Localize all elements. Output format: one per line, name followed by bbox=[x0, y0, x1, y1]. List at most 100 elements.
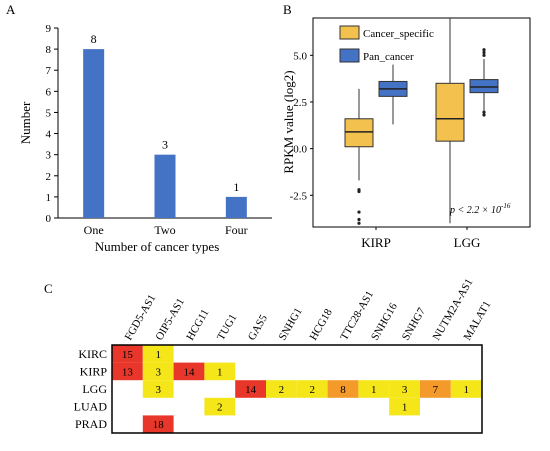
box-y-tick-label: 5.0 bbox=[293, 50, 307, 62]
heatmap-cell bbox=[142, 345, 174, 363]
box bbox=[344, 118, 374, 148]
bar-y-axis-label: Number bbox=[18, 101, 33, 144]
heatmap-column-label: TUG1 bbox=[215, 312, 239, 342]
panel-label-c: C bbox=[44, 281, 53, 296]
heatmap-column-label: SNHG1 bbox=[277, 306, 305, 343]
bar bbox=[225, 196, 247, 218]
box-outlier bbox=[357, 189, 361, 194]
heatmap-column-label: HCG18 bbox=[307, 306, 335, 342]
heatmap-cell bbox=[142, 362, 174, 381]
box-outlier bbox=[357, 221, 361, 225]
legend-swatch bbox=[339, 25, 360, 40]
bar-chart-panel: 0 1 2 3 4 5 6 7 8 9 8 One 3 Two 1 Four Number of cance… bbox=[18, 23, 272, 254]
box-outlier bbox=[482, 110, 486, 114]
heatmap-row-label: KIRP bbox=[80, 364, 108, 378]
heatmap-column-label: HCG11 bbox=[184, 307, 211, 342]
bar-y-tick-label: 6 bbox=[46, 86, 52, 98]
heatmap-cell bbox=[266, 380, 297, 398]
heatmap-frame bbox=[111, 344, 483, 434]
box-outlier bbox=[482, 113, 486, 117]
heatmap-cell bbox=[142, 415, 174, 433]
heatmap-cell-label: 3 bbox=[155, 384, 161, 396]
legend-swatch bbox=[339, 48, 360, 63]
heatmap-cell-label: 8 bbox=[340, 384, 346, 396]
panel-label-b: B bbox=[283, 2, 292, 17]
heatmap-row-label: LGG bbox=[82, 382, 107, 396]
box-y-tick-label: 2.5 bbox=[293, 97, 307, 109]
heatmap-cell-label: 1 bbox=[371, 384, 377, 396]
heatmap-cell bbox=[327, 380, 359, 398]
box-y-tick-label: -2.5 bbox=[290, 190, 308, 202]
box-outlier bbox=[357, 217, 361, 222]
heatmap-cell-label: 13 bbox=[122, 366, 134, 378]
box-outlier bbox=[482, 48, 486, 52]
heatmap-cell-label: 2 bbox=[279, 384, 285, 396]
heatmap-cell bbox=[204, 397, 236, 416]
legend-label: Cancer_specific bbox=[363, 28, 434, 40]
heatmap-cell-label: 15 bbox=[122, 349, 134, 361]
panel-label-a: A bbox=[6, 2, 16, 17]
box-y-axis-label: RPKM value (log2) bbox=[281, 70, 296, 173]
bar-data-label: 1 bbox=[233, 180, 239, 194]
heatmap-column-label: FGD5-AS1 bbox=[123, 293, 159, 343]
bar-y-tick-label: 2 bbox=[46, 171, 52, 183]
heatmap-row-label: KIRC bbox=[78, 347, 107, 361]
heatmap-cell-label: 1 bbox=[217, 366, 223, 378]
heatmap-column-label: SNHG7 bbox=[400, 305, 428, 342]
bar-category-label: Two bbox=[154, 223, 175, 237]
heatmap-cell-label: 2 bbox=[309, 384, 315, 396]
heatmap-cell-label: 1 bbox=[463, 384, 469, 396]
box-outlier bbox=[357, 210, 361, 214]
heatmap-cell bbox=[142, 380, 174, 398]
box-outlier bbox=[482, 53, 486, 57]
bar bbox=[154, 154, 176, 218]
heatmap-cell bbox=[173, 362, 205, 381]
box-outlier bbox=[482, 50, 486, 55]
bar-y-tick-label: 3 bbox=[46, 150, 52, 162]
bar-category-label: One bbox=[84, 223, 104, 237]
heatmap-column-label: GAS5 bbox=[246, 312, 270, 342]
legend-label: Pan_cancer bbox=[363, 51, 414, 63]
heatmap-column-label: MALAT1 bbox=[461, 299, 493, 343]
bar-category-label: Four bbox=[225, 223, 248, 237]
bar-y-tick-label: 4 bbox=[46, 129, 52, 141]
box-category-label: LGG bbox=[454, 235, 481, 250]
bar bbox=[83, 49, 105, 218]
heatmap-cell-label: 1 bbox=[155, 349, 161, 361]
heatmap-cell bbox=[112, 362, 143, 381]
heatmap-cell bbox=[389, 380, 420, 398]
heatmap-column-label: OIP5-AS1 bbox=[153, 296, 187, 342]
p-value-annotation: p < 2.2 × 10-16 bbox=[449, 202, 511, 216]
heatmap-column-label: SNHG16 bbox=[369, 301, 400, 343]
box-y-tick-label: 0.0 bbox=[293, 144, 307, 156]
heatmap-cell-label: 18 bbox=[153, 419, 165, 431]
heatmap-cell bbox=[235, 380, 266, 398]
heatmap-row-label: PRAD bbox=[75, 417, 107, 431]
bar-y-tick-label: 7 bbox=[46, 65, 52, 77]
heatmap-cell bbox=[420, 380, 451, 398]
heatmap-cell bbox=[450, 380, 482, 398]
bar-y-tick-label: 9 bbox=[46, 23, 52, 35]
heatmap-cell-label: 7 bbox=[433, 384, 439, 396]
bar-data-label: 8 bbox=[91, 32, 97, 46]
box-category-label: KIRP bbox=[361, 235, 391, 250]
heatmap-cell bbox=[389, 397, 420, 416]
heatmap-cell-label: 3 bbox=[402, 384, 408, 396]
heatmap-row-label: LUAD bbox=[74, 400, 108, 414]
bar-data-label: 3 bbox=[162, 138, 168, 152]
bar-y-tick-label: 0 bbox=[46, 213, 52, 225]
heatmap-cell-label: 3 bbox=[155, 366, 161, 378]
heatmap-cell-label: 14 bbox=[184, 366, 196, 378]
heatmap-cell-label: 1 bbox=[402, 402, 408, 414]
heatmap-cell bbox=[112, 345, 143, 363]
box bbox=[435, 82, 465, 142]
heatmap-cell-label: 14 bbox=[245, 384, 257, 396]
heatmap-cell bbox=[204, 362, 236, 381]
bar-y-tick-label: 8 bbox=[46, 44, 52, 56]
box-plot-frame bbox=[312, 17, 531, 228]
box-plot-panel: -2.5 0.0 2.5 5.0 KIRP LGG Cancer_specific Pan_… bbox=[281, 17, 531, 250]
bar-y-tick-label: 1 bbox=[46, 192, 52, 204]
bar-y-tick-label: 5 bbox=[46, 107, 52, 119]
